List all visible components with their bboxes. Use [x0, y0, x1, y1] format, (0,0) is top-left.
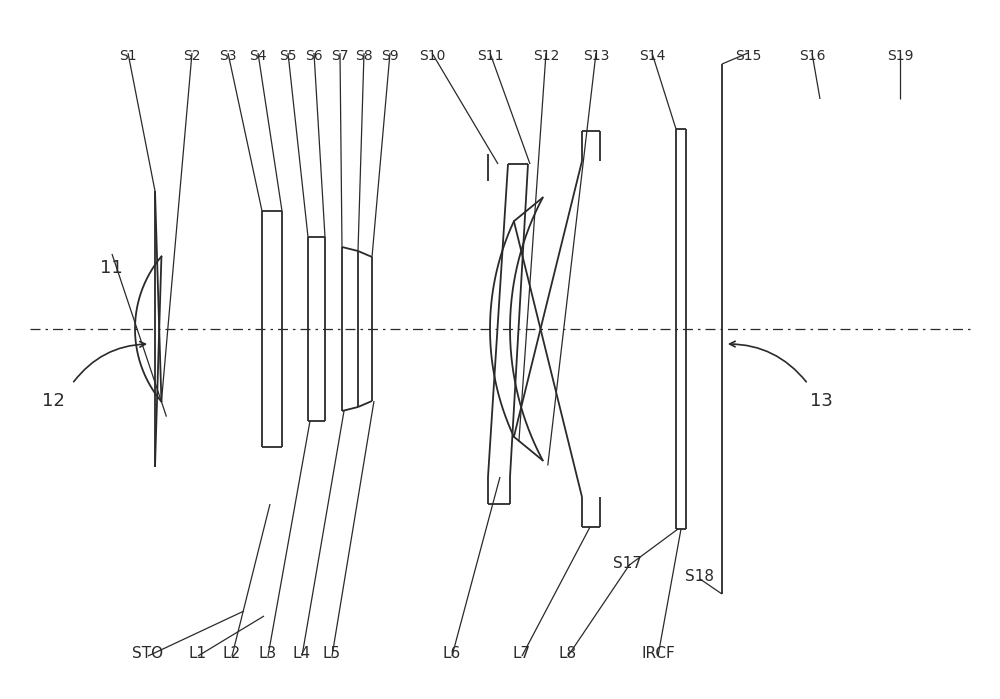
Text: S3: S3 [219, 49, 237, 63]
Text: L3: L3 [259, 646, 277, 661]
Text: S18: S18 [686, 569, 714, 584]
Text: STO: STO [132, 646, 164, 661]
Text: S9: S9 [381, 49, 399, 63]
Text: S17: S17 [614, 556, 642, 571]
Text: 13: 13 [810, 392, 833, 410]
Text: S5: S5 [279, 49, 297, 63]
Text: S10: S10 [419, 49, 445, 63]
Text: S6: S6 [305, 49, 323, 63]
Text: L5: L5 [323, 646, 341, 661]
Text: S13: S13 [583, 49, 609, 63]
Text: S4: S4 [249, 49, 267, 63]
Text: S14: S14 [639, 49, 665, 63]
Text: S19: S19 [887, 49, 913, 63]
Text: S12: S12 [533, 49, 559, 63]
Text: L8: L8 [559, 646, 577, 661]
Text: S16: S16 [799, 49, 825, 63]
Text: S11: S11 [477, 49, 503, 63]
Text: L4: L4 [293, 646, 311, 661]
Text: S2: S2 [183, 49, 201, 63]
Text: L1: L1 [189, 646, 207, 661]
Text: L2: L2 [223, 646, 241, 661]
Text: S8: S8 [355, 49, 373, 63]
Text: IRCF: IRCF [641, 646, 675, 661]
Text: S15: S15 [735, 49, 761, 63]
Text: S7: S7 [331, 49, 349, 63]
Text: S1: S1 [119, 49, 137, 63]
Text: 12: 12 [42, 392, 65, 410]
Text: L6: L6 [443, 646, 461, 661]
Text: 11: 11 [100, 259, 123, 277]
Text: L7: L7 [513, 646, 531, 661]
